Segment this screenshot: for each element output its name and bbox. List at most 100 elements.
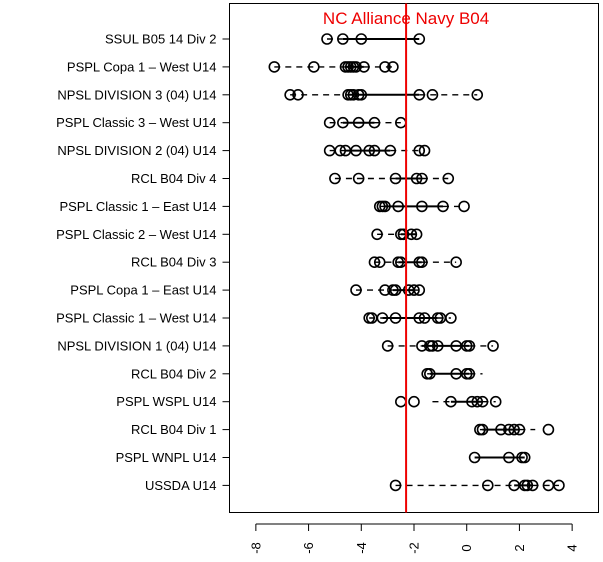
data-point <box>379 200 391 213</box>
data-point <box>426 340 439 352</box>
category-row <box>350 284 426 296</box>
data-point <box>426 89 439 101</box>
data-point <box>321 33 333 45</box>
data-point <box>389 172 402 185</box>
category-label: NPSL DIVISION 2 (04) U14 <box>57 143 216 158</box>
data-point <box>418 312 431 324</box>
data-point <box>352 116 365 129</box>
category-row <box>323 144 431 157</box>
data-point <box>489 395 502 408</box>
category-row <box>371 228 423 241</box>
data-point <box>437 200 449 213</box>
category-row <box>321 33 426 45</box>
category-label: NPSL DIVISION 3 (04) U14 <box>57 87 216 102</box>
data-point <box>431 340 444 352</box>
data-point <box>397 228 410 241</box>
data-point <box>518 451 531 464</box>
data-point <box>416 256 428 269</box>
x-tick-label: 4 <box>565 544 580 551</box>
category-label: RCL B04 Div 1 <box>131 422 217 437</box>
data-point <box>376 312 389 324</box>
data-point <box>292 89 304 101</box>
data-point <box>458 200 470 213</box>
data-point <box>450 256 462 269</box>
category-row <box>468 451 531 464</box>
data-point <box>503 451 515 464</box>
category-label: PSPL WSPL U14 <box>116 394 216 409</box>
x-tick-label: -4 <box>354 542 369 554</box>
data-point <box>476 395 489 408</box>
data-point <box>329 172 341 185</box>
data-point <box>352 172 365 185</box>
category-label: NPSL DIVISION 1 (04) U14 <box>57 338 216 353</box>
data-point <box>368 256 381 269</box>
category-row <box>373 200 470 213</box>
category-row <box>363 312 457 324</box>
data-point <box>408 284 420 296</box>
data-point <box>476 423 489 436</box>
data-point <box>521 479 534 492</box>
data-point <box>268 61 281 73</box>
data-point <box>373 256 386 269</box>
data-point <box>347 89 360 101</box>
category-row <box>474 423 555 436</box>
data-point <box>355 33 368 45</box>
category-row <box>421 367 483 380</box>
data-point <box>363 144 375 157</box>
category-row <box>368 256 462 269</box>
data-point <box>413 144 426 157</box>
data-point <box>371 228 383 241</box>
x-tick-label: -8 <box>248 542 263 554</box>
x-tick-label: 2 <box>512 544 527 551</box>
data-point <box>413 33 426 45</box>
data-point <box>355 89 368 101</box>
data-point <box>416 200 428 213</box>
data-point <box>413 312 426 324</box>
category-row <box>323 116 407 129</box>
data-point <box>413 284 426 296</box>
data-point <box>368 116 381 129</box>
data-point <box>410 172 423 185</box>
category-label: USSDA U14 <box>145 478 217 493</box>
data-point <box>384 144 397 157</box>
data-point <box>358 61 370 73</box>
data-point <box>389 312 402 324</box>
category-label: RCL B04 Div 4 <box>131 171 217 186</box>
data-point <box>471 395 484 408</box>
data-point <box>308 61 320 73</box>
plot-frame <box>229 3 599 513</box>
data-point <box>379 61 391 73</box>
category-label: PSPL Classic 3 – West U14 <box>56 115 216 130</box>
data-point <box>350 144 362 157</box>
data-point <box>542 423 555 436</box>
data-point <box>442 172 455 185</box>
category-label: PSPL Copa 1 – West U14 <box>67 59 217 74</box>
data-point <box>408 395 420 408</box>
data-point <box>445 312 457 324</box>
data-point <box>445 395 457 408</box>
data-point <box>463 340 476 352</box>
category-label: PSPL Classic 1 – East U14 <box>59 199 216 214</box>
category-label: RCL B04 Div 3 <box>131 255 217 270</box>
category-label: PSPL Copa 1 – East U14 <box>70 283 216 298</box>
data-point <box>337 116 349 129</box>
data-point <box>413 89 426 101</box>
data-point <box>337 33 349 45</box>
data-point <box>508 423 520 436</box>
data-point <box>284 89 296 101</box>
category-label: SSUL B05 14 Div 2 <box>105 32 217 47</box>
category-row <box>284 89 484 101</box>
plot-marks <box>268 33 565 492</box>
data-point <box>463 367 476 380</box>
data-point <box>395 395 407 408</box>
x-axis: -8 -6 -4 -2 0 2 4 <box>248 523 580 554</box>
x-tick-label: -2 <box>407 542 422 554</box>
category-row <box>329 172 455 185</box>
data-point <box>468 451 481 464</box>
data-point <box>513 423 526 436</box>
category-row <box>395 395 502 408</box>
data-point <box>389 479 402 492</box>
category-row <box>268 61 399 73</box>
data-point <box>481 479 494 492</box>
